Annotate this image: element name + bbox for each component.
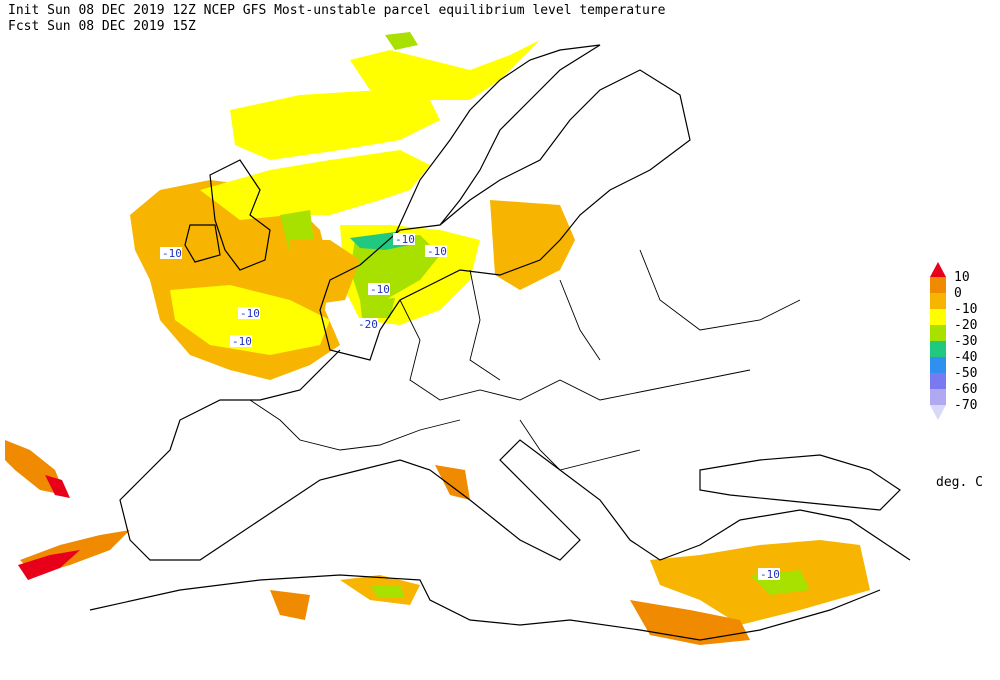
legend-swatch [930,389,946,405]
contour-label-bg [393,233,415,245]
borders [249,249,801,471]
contour-label-bg [160,247,182,259]
legend-swatch [930,293,946,309]
legend-label: -30 [954,334,977,349]
legend-label: -50 [954,366,977,381]
contour-label: -10 [760,568,780,581]
shaded-field [5,32,870,645]
legend-swatch [930,325,946,341]
legend-label: -40 [954,350,977,365]
contour-label: -10 [232,335,252,348]
contour-label-bg [356,318,378,330]
legend-swatch [930,373,946,389]
legend-label: -60 [954,382,977,397]
contour-label-bg [425,245,447,257]
contour-label: -10 [240,307,260,320]
legend-swatch [930,341,946,357]
contour-label: -10 [395,233,415,246]
contour-label: -20 [358,318,378,331]
legend-label: 0 [954,286,962,301]
legend-arrow-top [930,262,946,277]
legend-arrow-bottom [930,405,946,420]
contour-label-bg [230,335,252,347]
coastlines [89,44,911,641]
legend-unit: deg. C [936,475,983,490]
legend-label: -70 [954,398,977,413]
legend-swatch [930,357,946,373]
legend-label: 10 [954,270,970,285]
legend-swatch [930,277,946,293]
init-line: Init Sun 08 DEC 2019 12Z NCEP GFS Most-u… [8,3,666,18]
contour-label-bg [758,568,780,580]
contour-label: -10 [370,283,390,296]
forecast-line: Fcst Sun 08 DEC 2019 15Z [8,19,196,34]
contour-label: -10 [162,247,182,260]
contour-labels: -10 -10 -10 -10 -10 -20 -10 -10 [160,233,780,581]
legend-swatch [930,309,946,325]
legend: 100-10-20-30-40-50-60-70 [930,262,977,420]
legend-label: -20 [954,318,977,333]
contour-label-bg [368,283,390,295]
legend-label: -10 [954,302,977,317]
contour-label-bg [238,307,260,319]
contour-label: -10 [427,245,447,258]
